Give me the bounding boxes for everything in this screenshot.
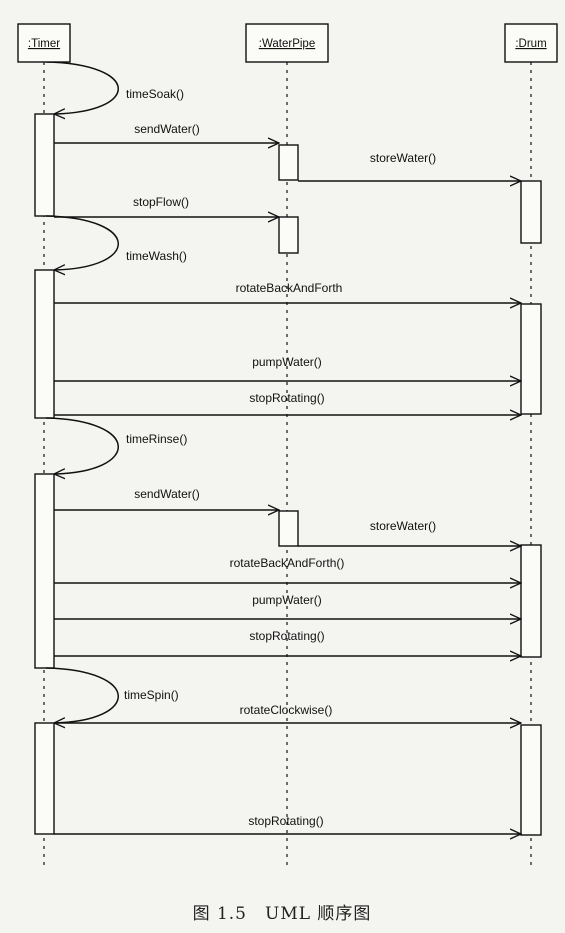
message-label: stopRotating() <box>249 629 324 643</box>
activation-waterpipe <box>278 216 299 254</box>
message-label: pumpWater() <box>252 355 322 369</box>
message-label: rotateClockwise() <box>240 703 333 717</box>
message-label: timeRinse() <box>126 432 187 446</box>
self-message: timeSpin() <box>45 667 179 723</box>
message-label: stopFlow() <box>133 195 189 209</box>
message-label: stopRotating() <box>249 391 324 405</box>
message-label: timeSoak() <box>126 87 184 101</box>
activation-drum <box>520 303 542 415</box>
message: stopRotating() <box>54 814 521 834</box>
message-arrow <box>45 667 119 723</box>
message: stopRotating() <box>54 629 521 656</box>
object-waterpipe: :WaterPipe <box>245 23 329 63</box>
message-label: sendWater() <box>134 122 200 136</box>
self-message: timeWash() <box>45 215 187 270</box>
message: pumpWater() <box>54 355 521 381</box>
activation-timer <box>34 473 55 669</box>
message: stopFlow() <box>54 195 279 217</box>
message: stopRotating() <box>54 391 521 415</box>
object-name: :Timer <box>28 38 60 50</box>
object-box <box>245 23 329 63</box>
message-arrow <box>45 61 119 114</box>
activation-drum <box>520 724 542 836</box>
object-name: :Drum <box>515 38 546 50</box>
message-arrow <box>45 417 119 474</box>
figure-caption: 图 1.5 UML 顺序图 <box>193 904 372 924</box>
activation-waterpipe <box>278 510 299 547</box>
object-timer: :Timer <box>17 23 71 63</box>
message-label: pumpWater() <box>252 593 322 607</box>
object-box <box>17 23 71 63</box>
message: rotateBackAndForth() <box>54 556 521 583</box>
activation-timer <box>34 113 55 217</box>
message-label: timeWash() <box>126 249 187 263</box>
object-box <box>504 23 558 63</box>
message-label: storeWater() <box>370 151 436 165</box>
object-drum: :Drum <box>504 23 558 63</box>
message-label: timeSpin() <box>124 688 179 702</box>
self-message: timeSoak() <box>45 61 184 114</box>
message-arrow <box>45 215 119 270</box>
message-label: stopRotating() <box>248 814 323 828</box>
message-label: storeWater() <box>370 519 436 533</box>
message: pumpWater() <box>54 593 521 619</box>
message-label: rotateBackAndForth() <box>230 556 345 570</box>
message-label: rotateBackAndForth <box>236 281 343 295</box>
activation-timer <box>34 722 55 835</box>
message: storeWater() <box>298 151 521 181</box>
message: rotateBackAndForth <box>54 281 521 303</box>
activation-drum <box>520 544 542 658</box>
activation-timer <box>34 269 55 419</box>
message: sendWater() <box>54 487 279 510</box>
self-message: timeRinse() <box>45 417 187 474</box>
message: rotateClockwise() <box>54 703 521 723</box>
message: sendWater() <box>54 122 279 143</box>
message: storeWater() <box>298 519 521 546</box>
activation-waterpipe <box>278 144 299 181</box>
object-name: :WaterPipe <box>259 38 315 50</box>
message-label: sendWater() <box>134 487 200 501</box>
activation-drum <box>520 180 542 244</box>
